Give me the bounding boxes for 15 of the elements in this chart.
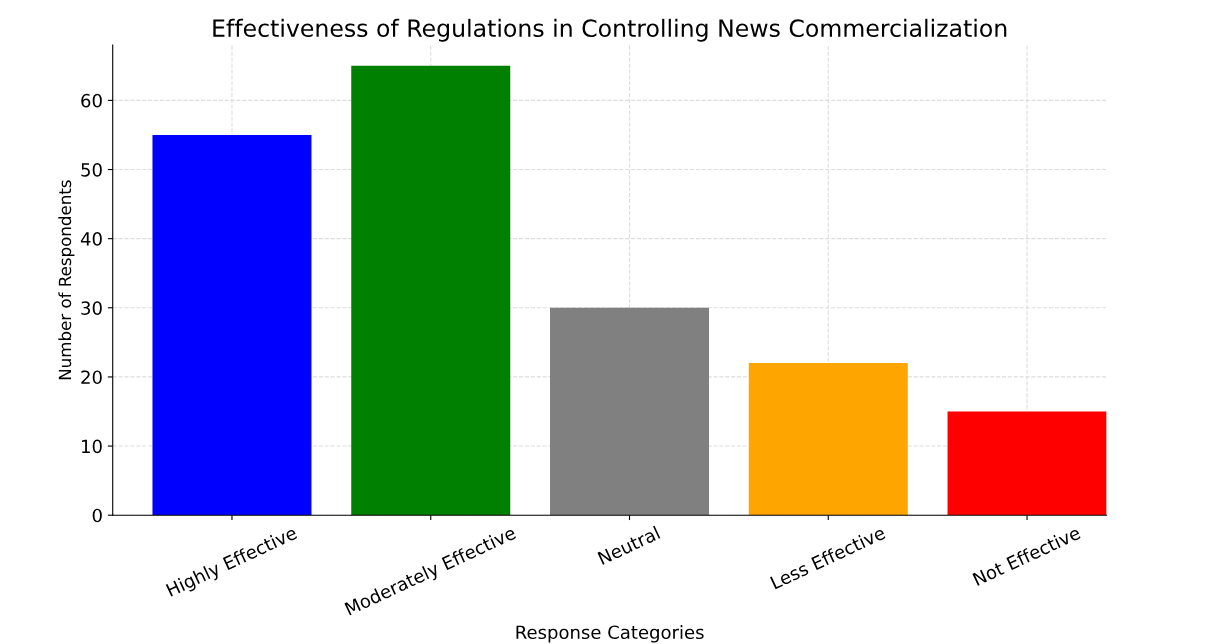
bar [947,411,1107,516]
y-tick-label: 0 [92,508,102,523]
y-tick-label: 20 [81,370,102,385]
y-axis-title: Number of Respondents [58,180,75,380]
bar [748,363,908,516]
bar [351,65,511,516]
y-tick-label: 60 [81,93,102,108]
y-tick-label: 30 [81,301,102,315]
y-tick-label: 10 [82,439,102,454]
bar [550,307,710,516]
y-tick-label: 40 [80,232,102,246]
chart-title: Effectiveness of Regulations in Controlling News Commercialization [213,18,1007,42]
x-axis-title: Response Categories [516,625,704,643]
y-tick-label: 50 [81,162,102,177]
bar [152,134,312,516]
